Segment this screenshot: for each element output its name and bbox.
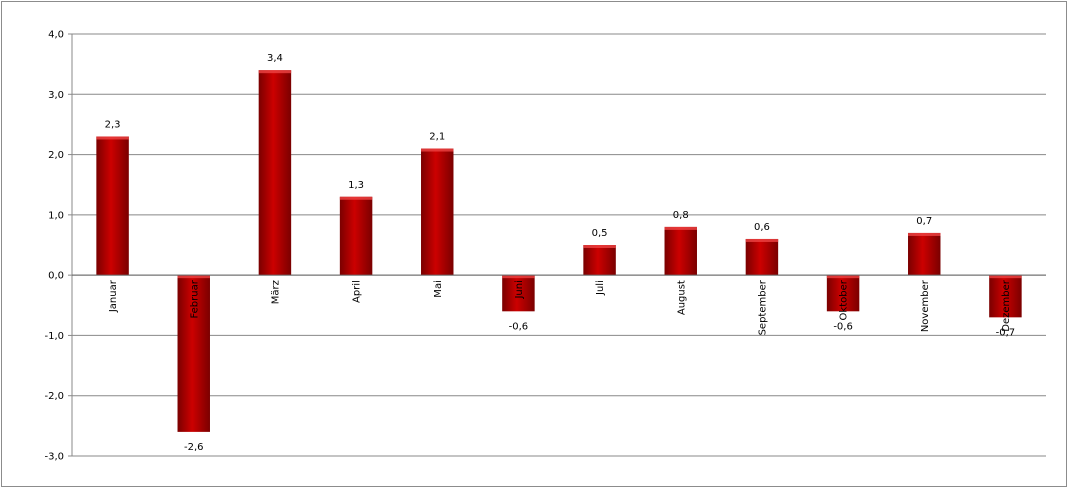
data-label: 0,5 (592, 228, 608, 239)
bar-september (745, 238, 779, 276)
bar-highlight (989, 275, 1022, 279)
data-label: 0,7 (916, 216, 932, 227)
bar-april (339, 196, 373, 276)
category-label: Juni (514, 280, 525, 299)
bar-highlight (421, 148, 454, 152)
data-label: 0,8 (673, 210, 689, 221)
bar-highlight (908, 232, 941, 236)
category-label: Mai (433, 280, 444, 298)
y-tick-label: 1,0 (48, 210, 64, 221)
category-label: September (757, 279, 768, 335)
y-tick-labels: 4,0 3,0 2,0 1,0 0,0 -1,0 -2,0 -3,0 (44, 30, 64, 463)
bar-juni (502, 275, 535, 312)
data-label: -0,7 (996, 327, 1016, 338)
bar-highlight (583, 245, 616, 248)
bar-highlight (96, 136, 129, 140)
bar-mai (421, 148, 454, 276)
data-label: 1,3 (348, 180, 364, 191)
bar-märz (258, 70, 292, 276)
bar-highlight (502, 275, 535, 279)
y-tick-label: -2,0 (44, 391, 64, 402)
data-labels: 2,3 -2,6 3,4 1,3 2,1 -0,6 0,5 0,8 0,6 -0,6 0,7 -0,7 (105, 53, 1016, 453)
category-label: Januar (108, 279, 119, 313)
y-tick-label: 4,0 (48, 30, 64, 41)
data-label: 2,1 (429, 132, 445, 143)
data-label: -0,6 (833, 321, 853, 332)
y-tick-label: 0,0 (48, 271, 64, 282)
data-label: 2,3 (105, 119, 121, 130)
bar-juli (583, 245, 616, 276)
bar-februar (177, 275, 210, 432)
category-labels: Januar Februar März April Mai Juni Juli August S… (108, 279, 1012, 335)
bar-highlight (177, 275, 210, 279)
y-tick-label: 3,0 (48, 90, 64, 101)
bar-highlight (745, 238, 779, 242)
axes (71, 34, 1046, 456)
bar-august (664, 226, 697, 276)
category-label: März (270, 280, 281, 304)
bar-highlight (339, 196, 373, 200)
data-label: -0,6 (509, 321, 529, 332)
bar-highlight (826, 275, 860, 279)
gridlines (68, 33, 1046, 457)
bar-highlight (258, 70, 292, 74)
category-label: Februar (189, 279, 200, 318)
category-label: Juli (595, 280, 606, 296)
y-tick-label: -1,0 (44, 331, 64, 342)
data-label: 0,6 (754, 222, 770, 233)
category-label: Oktober (839, 279, 850, 320)
bar-oktober (826, 275, 860, 312)
category-label: Dezember (1001, 279, 1012, 331)
category-label: August (676, 280, 687, 315)
bar-highlight (664, 226, 697, 230)
bars (96, 70, 1022, 432)
category-label: April (352, 280, 363, 303)
y-tick-label: 2,0 (48, 150, 64, 161)
data-label: -2,6 (184, 442, 204, 453)
data-label: 3,4 (267, 53, 283, 64)
y-tick-label: -3,0 (44, 452, 64, 463)
bar-januar (96, 136, 129, 276)
category-label: November (920, 279, 931, 332)
bar-november (908, 232, 941, 276)
bar-dezember (989, 275, 1022, 318)
